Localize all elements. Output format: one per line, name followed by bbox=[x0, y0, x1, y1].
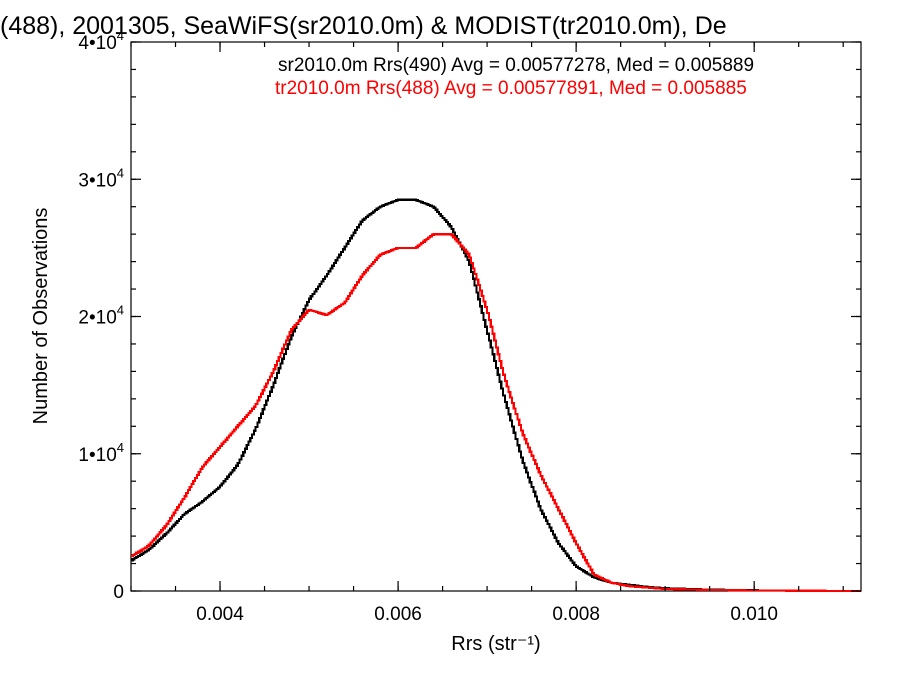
legend-entry-black: sr2010.0m Rrs(490) Avg = 0.00577278, Med… bbox=[278, 55, 754, 76]
y-axis: 0 1•104 2•104 3•104 4•104 bbox=[78, 28, 861, 603]
x-axis-label: Rrs (str⁻¹) bbox=[451, 633, 540, 655]
y-tick-label: 4•104 bbox=[78, 28, 124, 54]
y-tick-label: 0 bbox=[113, 582, 124, 603]
y-tick-label: 1•104 bbox=[78, 440, 124, 466]
plot-frame bbox=[130, 41, 862, 592]
y-tick-label: 2•104 bbox=[78, 303, 124, 329]
legend: sr2010.0m Rrs(490) Avg = 0.00577278, Med… bbox=[275, 55, 754, 99]
y-tick-label: 3•104 bbox=[78, 165, 124, 191]
series-line-red bbox=[131, 233, 861, 593]
series-line-black bbox=[131, 198, 861, 593]
plot-area bbox=[130, 41, 862, 593]
y-axis-label: Number of Observations bbox=[30, 208, 52, 425]
x-tick-label: 0.004 bbox=[196, 604, 244, 625]
legend-entry-red: tr2010.0m Rrs(488) Avg = 0.00577891, Med… bbox=[275, 78, 747, 99]
x-tick-label: 0.010 bbox=[730, 604, 778, 625]
series-layer bbox=[131, 198, 861, 593]
chart-title: (488), 2001305, SeaWiFS(sr2010.0m) & MOD… bbox=[0, 12, 727, 40]
x-axis: 0.004 0.006 0.008 0.010 bbox=[130, 42, 844, 625]
x-tick-label: 0.006 bbox=[374, 604, 422, 625]
x-tick-label: 0.008 bbox=[552, 604, 600, 625]
